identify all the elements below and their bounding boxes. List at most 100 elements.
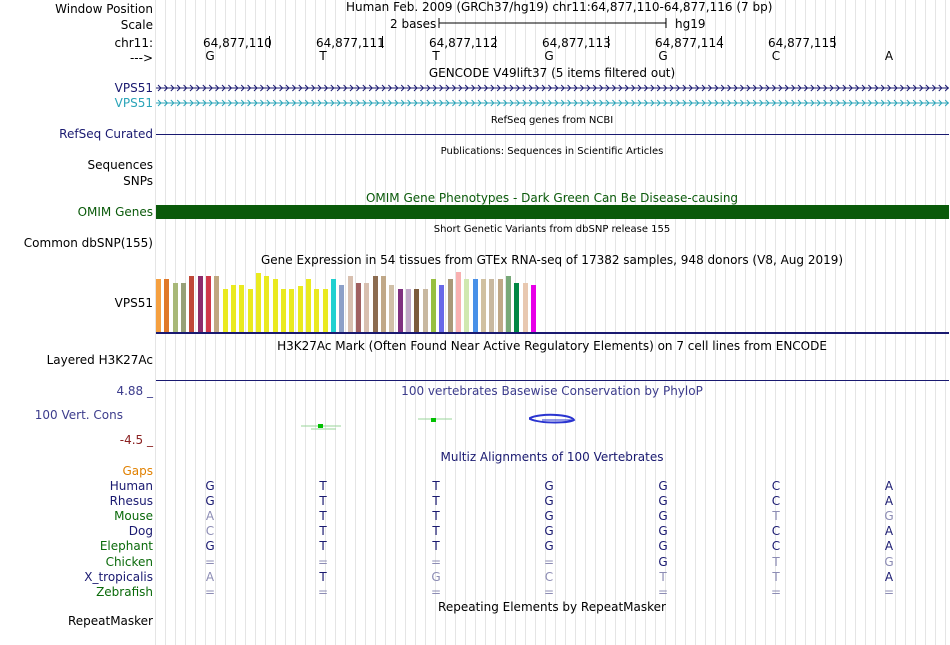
gtex-tissue-bar[interactable] [364,283,370,332]
gtex-tissue-bar[interactable] [505,276,511,332]
gtex-tissue-bar[interactable] [264,276,270,332]
gtex-tissue-bar[interactable] [205,276,211,332]
multiz-species-label[interactable]: Rhesus [109,494,153,509]
gtex-tissue-bar[interactable] [439,285,445,332]
phylop-signal[interactable] [156,410,949,440]
omim-track-title[interactable]: OMIM Gene Phenotypes - Dark Green Can Be… [365,191,739,205]
h3k27ac-track-title[interactable]: H3K27Ac Mark (Often Found Near Active Re… [277,339,827,353]
gtex-tissue-bar[interactable] [355,283,361,332]
strand-arrow [490,99,495,107]
strand-arrow [407,99,412,107]
omim-genes-label[interactable]: OMIM Genes [77,205,153,219]
multiz-species-label[interactable]: Human [109,479,153,493]
gtex-tissue-bar[interactable] [422,289,428,332]
strand-arrow [381,99,386,107]
gtex-expression-chart[interactable] [156,268,556,332]
gtex-tissue-bar[interactable] [314,289,320,332]
gtex-tissue-bar[interactable] [272,279,278,332]
gtex-tissue-bar[interactable] [405,289,411,332]
gtex-tissue-bar[interactable] [189,276,195,332]
multiz-species-label[interactable]: X_tropicalis [84,569,153,584]
gtex-tissue-bar[interactable] [397,289,403,332]
gencode-vps51-transcript-1[interactable] [156,82,949,94]
strand-arrow [400,99,405,107]
layered-h3k27ac-label[interactable]: Layered H3K27Ac [46,353,153,367]
gencode-vps51-label-1[interactable]: VPS51 [114,81,153,95]
multiz-species-label[interactable]: Chicken [105,554,153,569]
gtex-tissue-bar[interactable] [489,279,495,332]
strand-arrow [868,84,873,92]
phylop-label[interactable]: 100 Vert. Cons [34,408,123,422]
gtex-tissue-bar[interactable] [372,276,378,332]
gtex-tissue-bar[interactable] [322,289,328,332]
gtex-tissue-bar[interactable] [530,285,536,332]
snps-label[interactable]: SNPs [123,174,153,188]
strand-arrow [432,84,437,92]
gtex-tissue-bar[interactable] [514,283,520,332]
repeatmasker-track-title[interactable]: Repeating Elements by RepeatMasker [438,600,666,614]
strand-arrow [208,84,213,92]
strand-arrow [612,99,617,107]
gtex-tissue-bar[interactable] [280,289,286,332]
gtex-tissue-bar[interactable] [239,285,245,332]
phylop-track-title[interactable]: 100 vertebrates Basewise Conservation by… [401,384,703,398]
strand-arrow [260,99,265,107]
gtex-tissue-bar[interactable] [197,276,203,332]
gtex-tissue-bar[interactable] [247,289,253,332]
gaps-label[interactable]: Gaps [122,464,153,478]
strand-arrow [272,99,277,107]
gtex-tissue-bar[interactable] [455,272,461,332]
gtex-tissue-bar[interactable] [289,289,295,332]
strand-arrow [708,99,713,107]
omim-gene-bar[interactable] [156,205,949,219]
multiz-track-title[interactable]: Multiz Alignments of 100 Vertebrates [440,450,664,464]
gencode-vps51-label-2[interactable]: VPS51 [114,96,153,110]
common-dbsnp-label[interactable]: Common dbSNP(155) [23,236,153,250]
multiz-species-label[interactable]: Dog [128,524,153,539]
strand-arrow [682,84,687,92]
gencode-vps51-transcript-2[interactable] [156,97,949,109]
multiz-species-label[interactable]: Zebrafish [96,584,153,599]
gtex-tissue-bar[interactable] [255,273,261,332]
gencode-track-title[interactable]: GENCODE V49lift37 (5 items filtered out) [428,66,676,80]
gtex-tissue-bar[interactable] [347,276,353,332]
gtex-tissue-bar[interactable] [156,279,161,332]
gtex-tissue-bar[interactable] [447,279,453,332]
dbsnp-track-title[interactable]: Short Genetic Variants from dbSNP releas… [433,224,671,235]
gtex-tissue-bar[interactable] [330,279,336,332]
strand-arrow [292,99,297,107]
gtex-tissue-bar[interactable] [464,279,470,332]
refseq-curated-label[interactable]: RefSeq Curated [59,127,153,141]
gtex-tissue-bar[interactable] [305,279,311,332]
refseq-gene-line[interactable] [156,134,949,135]
gtex-tissue-bar[interactable] [389,285,395,332]
gtex-tissue-bar[interactable] [180,283,186,332]
gtex-tissue-bar[interactable] [214,276,220,332]
chrom-label: chr11: [114,36,153,50]
gtex-tissue-bar[interactable] [480,279,486,332]
gtex-tissue-bar[interactable] [497,279,503,332]
strand-arrow [708,84,713,92]
refseq-track-title[interactable]: RefSeq genes from NCBI [490,115,614,126]
gtex-track-divider [156,332,949,334]
gtex-tissue-bar[interactable] [430,279,436,332]
strand-arrow [503,99,508,107]
gtex-tissue-bar[interactable] [380,276,386,332]
gtex-tissue-bar[interactable] [164,279,170,332]
multiz-species-label[interactable]: Elephant [99,539,153,554]
gtex-tissue-bar[interactable] [222,289,228,332]
gtex-tissue-bar[interactable] [297,286,303,332]
gtex-tissue-bar[interactable] [414,289,420,332]
strand-arrow [778,99,783,107]
gtex-track-title[interactable]: Gene Expression in 54 tissues from GTEx … [260,253,844,267]
gtex-tissue-bar[interactable] [472,279,478,332]
sequences-label[interactable]: Sequences [87,158,153,172]
multiz-species-label[interactable]: Mouse [114,509,153,524]
gtex-tissue-bar[interactable] [339,285,345,332]
gtex-tissue-bar[interactable] [230,285,236,332]
repeatmasker-label[interactable]: RepeatMasker [67,614,153,628]
gtex-tissue-bar[interactable] [172,283,178,332]
gtex-vps51-label[interactable]: VPS51 [114,296,153,310]
gtex-tissue-bar[interactable] [522,283,528,332]
publications-track-title[interactable]: Publications: Sequences in Scientific Ar… [440,146,664,157]
